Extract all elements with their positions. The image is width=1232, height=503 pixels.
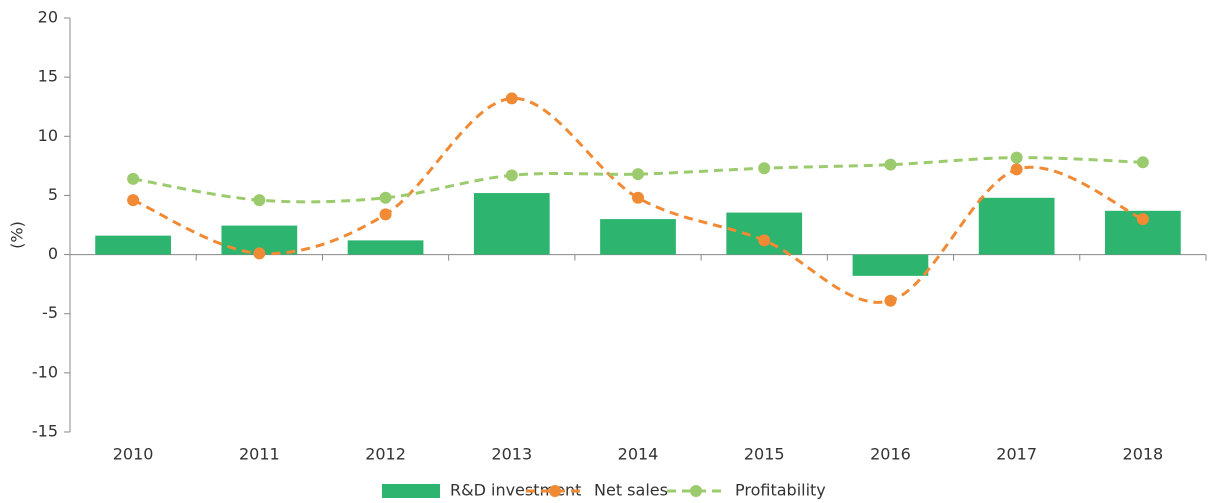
y-tick-label: 15	[38, 67, 58, 86]
x-tick-label: 2013	[491, 445, 532, 464]
marker	[758, 162, 771, 175]
marker	[1136, 213, 1149, 226]
y-tick-label: 5	[48, 185, 58, 204]
x-tick-label: 2011	[239, 445, 280, 464]
marker	[632, 191, 644, 204]
x-tick-label: 2017	[996, 445, 1037, 464]
marker	[505, 169, 518, 182]
marker	[632, 168, 644, 181]
marker	[1010, 163, 1023, 176]
x-tick-label: 2018	[1123, 445, 1164, 464]
y-axis-label: (%)	[8, 221, 27, 249]
x-tick-label: 2014	[618, 445, 659, 464]
marker	[127, 172, 140, 185]
legend-label: Net sales	[594, 481, 668, 500]
legend-label: R&D investment	[450, 481, 581, 500]
bar	[978, 197, 1055, 255]
line	[132, 156, 1143, 204]
bar	[726, 212, 803, 255]
marker	[253, 194, 266, 207]
y-tick-label: -10	[32, 362, 58, 381]
marker	[884, 158, 897, 171]
marker	[758, 234, 771, 247]
legend-key	[382, 484, 440, 498]
y-tick-label: -15	[32, 422, 58, 441]
x-tick-label: 2012	[365, 445, 406, 464]
x-tick-label: 2010	[113, 445, 154, 464]
legend-label: Profitability	[735, 481, 826, 500]
marker	[505, 92, 518, 105]
marker	[1136, 156, 1149, 169]
marker	[884, 294, 897, 307]
legend-key-marker	[549, 485, 561, 497]
marker	[379, 191, 392, 204]
bar	[347, 240, 424, 255]
bar	[852, 254, 929, 276]
y-tick-label: -5	[42, 303, 58, 322]
bar	[95, 235, 171, 255]
y-tick-label: 0	[48, 244, 58, 263]
bar	[473, 193, 550, 255]
marker	[379, 208, 392, 221]
line	[132, 96, 1144, 304]
x-tick-label: 2015	[744, 445, 785, 464]
y-tick-label: 20	[38, 8, 58, 27]
marker	[253, 247, 266, 260]
x-tick-label: 2016	[870, 445, 911, 464]
y-tick-label: 10	[38, 126, 58, 145]
bar	[600, 219, 676, 255]
legend-key-marker	[690, 485, 702, 497]
marker	[127, 194, 140, 207]
marker	[1010, 151, 1023, 164]
